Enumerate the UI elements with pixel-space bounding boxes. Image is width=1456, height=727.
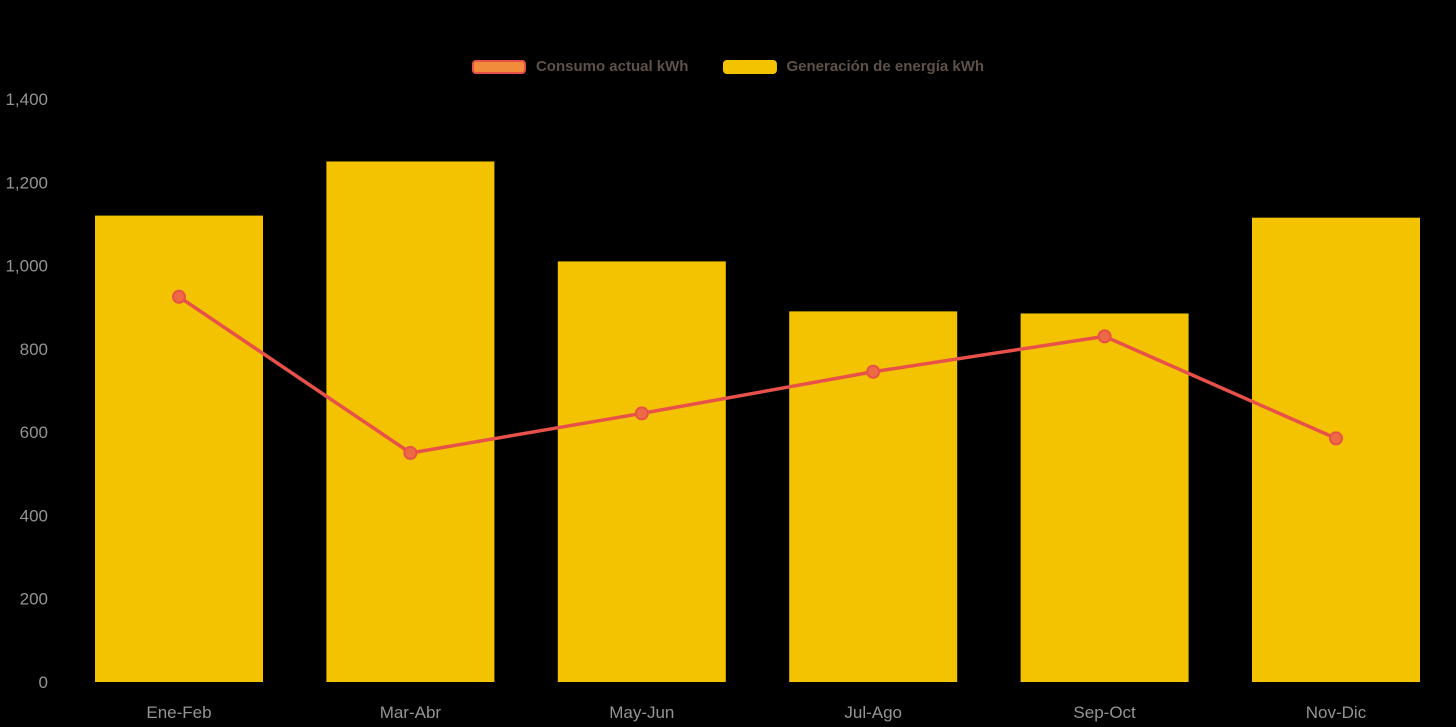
generation-bar[interactable]: [557, 261, 726, 682]
consumption-line-group: [172, 289, 1343, 460]
y-tick-label: 1,400: [5, 90, 48, 109]
y-tick-label: 1,000: [5, 257, 48, 276]
x-axis-label: Jul-Ago: [844, 703, 902, 722]
legend-item-consumo[interactable]: Consumo actual kWh: [471, 58, 689, 75]
x-axis-label: Nov-Dic: [1306, 703, 1367, 722]
x-axis-label: Ene-Feb: [146, 703, 211, 722]
y-tick-label: 200: [20, 590, 48, 609]
generation-bar[interactable]: [1252, 217, 1420, 683]
y-tick-label: 600: [20, 423, 48, 442]
x-axis-label: May-Jun: [609, 703, 674, 722]
consumption-point[interactable]: [634, 406, 649, 421]
generation-bar[interactable]: [95, 215, 263, 682]
y-tick-label: 0: [39, 673, 48, 692]
x-axis-label: Mar-Abr: [380, 703, 442, 722]
consumption-point[interactable]: [403, 445, 418, 460]
x-axis-labels-group: Ene-Feb Mar-Abr May-Jun Jul-Ago Sep-Oct Nov-D…: [146, 703, 1366, 722]
y-axis-tick-labels: 0 200 400 600 800 1,000 1,200 1,400: [5, 90, 48, 692]
y-tick-label: 400: [20, 506, 48, 525]
legend-label-consumo: Consumo actual kWh: [535, 58, 689, 75]
x-axis-label: Sep-Oct: [1073, 703, 1136, 722]
generation-bar[interactable]: [1020, 313, 1189, 682]
generation-bar[interactable]: [326, 161, 495, 682]
legend-item-generacion[interactable]: Generación de energía kWh: [722, 58, 984, 75]
consumption-point[interactable]: [1329, 431, 1343, 446]
generation-bars-group: [95, 161, 1420, 683]
generacion-bar-swatch: [722, 59, 777, 74]
y-tick-label: 1,200: [5, 173, 48, 192]
chart-legend: Consumo actual kWh Generación de energía…: [471, 58, 984, 75]
y-tick-label: 800: [20, 340, 48, 359]
consumo-line-swatch: [471, 59, 526, 74]
consumption-point[interactable]: [866, 364, 881, 379]
legend-label-generacion: Generación de energía kWh: [786, 58, 985, 75]
consumption-point[interactable]: [172, 289, 186, 304]
consumption-line: [177, 295, 1338, 455]
consumption-point[interactable]: [1097, 329, 1112, 344]
